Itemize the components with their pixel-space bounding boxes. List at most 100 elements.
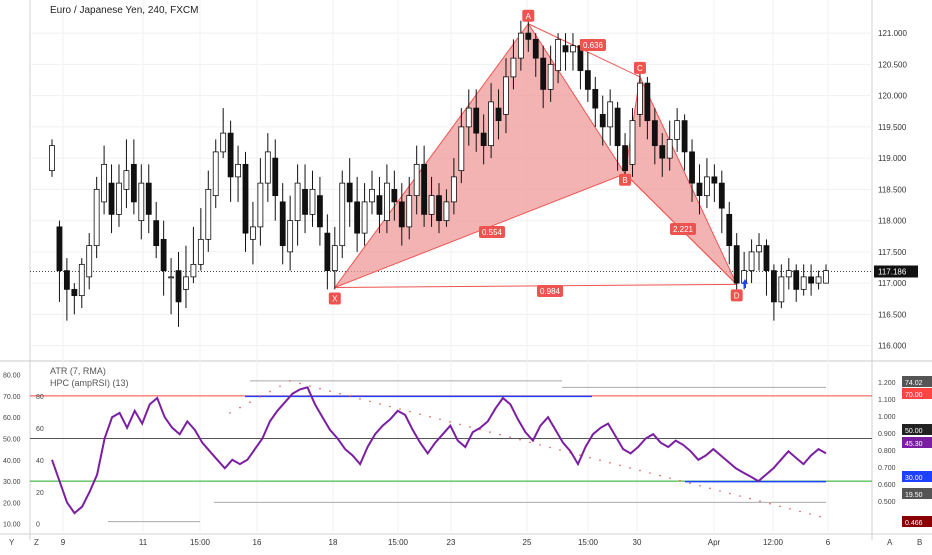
atr-dot [349,395,351,398]
atr-dot [529,441,531,444]
candle [421,163,428,215]
candle [436,195,442,222]
candle [130,163,137,203]
candle [413,163,420,197]
atr-dot [579,454,581,456]
atr-dot [639,469,641,472]
candle [771,270,777,303]
candle [726,213,733,247]
pattern-point-label: A [526,12,532,21]
candle [592,88,599,109]
candle [346,182,353,203]
candle [629,120,636,165]
candle [138,182,145,222]
atr-dot [589,456,591,459]
candle [785,270,792,278]
indicator-value-badge [902,424,932,435]
candle [324,232,331,272]
indicator-right-tick: 1.200 [878,380,896,387]
atr-dot [649,472,651,474]
candle [458,126,465,172]
atr-dot [539,444,541,446]
ratio-label: 2.221 [673,225,694,234]
atr-dot [699,484,701,487]
time-tick-label: 15:00 [190,538,211,547]
price-tick-label: 120.500 [878,60,907,69]
pattern-line-xd [334,283,737,288]
atr-dot [489,431,491,433]
atr-dot [519,438,521,441]
atr-dot [669,477,671,479]
candle [763,245,770,272]
candle [711,176,718,184]
atr-dot [379,403,381,405]
candle [175,270,182,303]
atr-dot [709,487,711,490]
candle [488,101,494,147]
price-tick-label: 118.500 [878,185,907,194]
candle [227,132,234,178]
atr-dot [319,387,321,390]
price-tick-label: 121.000 [878,29,907,38]
candle [294,182,301,222]
atr-dot [549,446,551,449]
candle [235,163,241,178]
indicator-value-badge [902,388,932,399]
candle [78,263,85,297]
candle [584,70,591,90]
price-tick-label: 117.000 [878,279,907,288]
price-tick-label: 120.000 [878,92,907,101]
atr-dot [409,410,411,413]
candle [279,201,286,247]
time-tick-label: 23 [447,538,456,547]
candle [339,182,346,247]
candle [331,245,338,272]
rsi-line [51,386,827,515]
indicator-inner-tick: 80 [36,394,44,401]
indicator-left-tick: 60.00 [3,415,21,422]
time-tick-label: 6 [826,538,831,547]
atr-dot [749,497,751,500]
candle [480,132,487,147]
candle [666,138,673,159]
atr-dot [339,392,341,395]
candle [302,188,308,215]
candle [398,201,405,228]
ratio-label: 0.554 [482,228,503,237]
pattern-point-label: X [332,295,338,304]
candle [190,263,197,278]
candle [696,182,703,197]
pattern-point-badge [619,173,632,186]
candle [689,151,695,184]
candle [56,226,63,272]
candle [793,270,800,290]
candle [570,45,576,53]
time-tick-label: 9 [61,538,66,547]
time-tick-label: 25 [523,538,532,547]
hpc-indicator-label: HPC (ampRSI) (13) [50,378,129,388]
candle [354,201,361,234]
time-tick-label: Apr [708,538,721,547]
pattern-point-badge [730,289,743,302]
price-tick-label: 116.000 [878,342,907,351]
indicator-inner-tick: 60 [36,426,44,433]
candle [637,82,643,115]
indicator-value-badge [902,471,932,482]
price-tick-label: 119.000 [878,154,907,163]
candle [183,276,189,290]
candle [450,176,457,203]
candle [718,182,725,209]
candle [704,176,710,197]
atr-dot [619,464,621,467]
atr-dot [439,418,441,421]
candle [733,245,740,284]
corner-label-y: Y [9,538,15,547]
candle [555,38,561,72]
candle [287,220,294,253]
candle [384,182,390,222]
pattern-point-label: B [622,176,627,185]
atr-dot [719,490,721,492]
atr-dot [509,436,511,438]
candle [197,238,204,265]
